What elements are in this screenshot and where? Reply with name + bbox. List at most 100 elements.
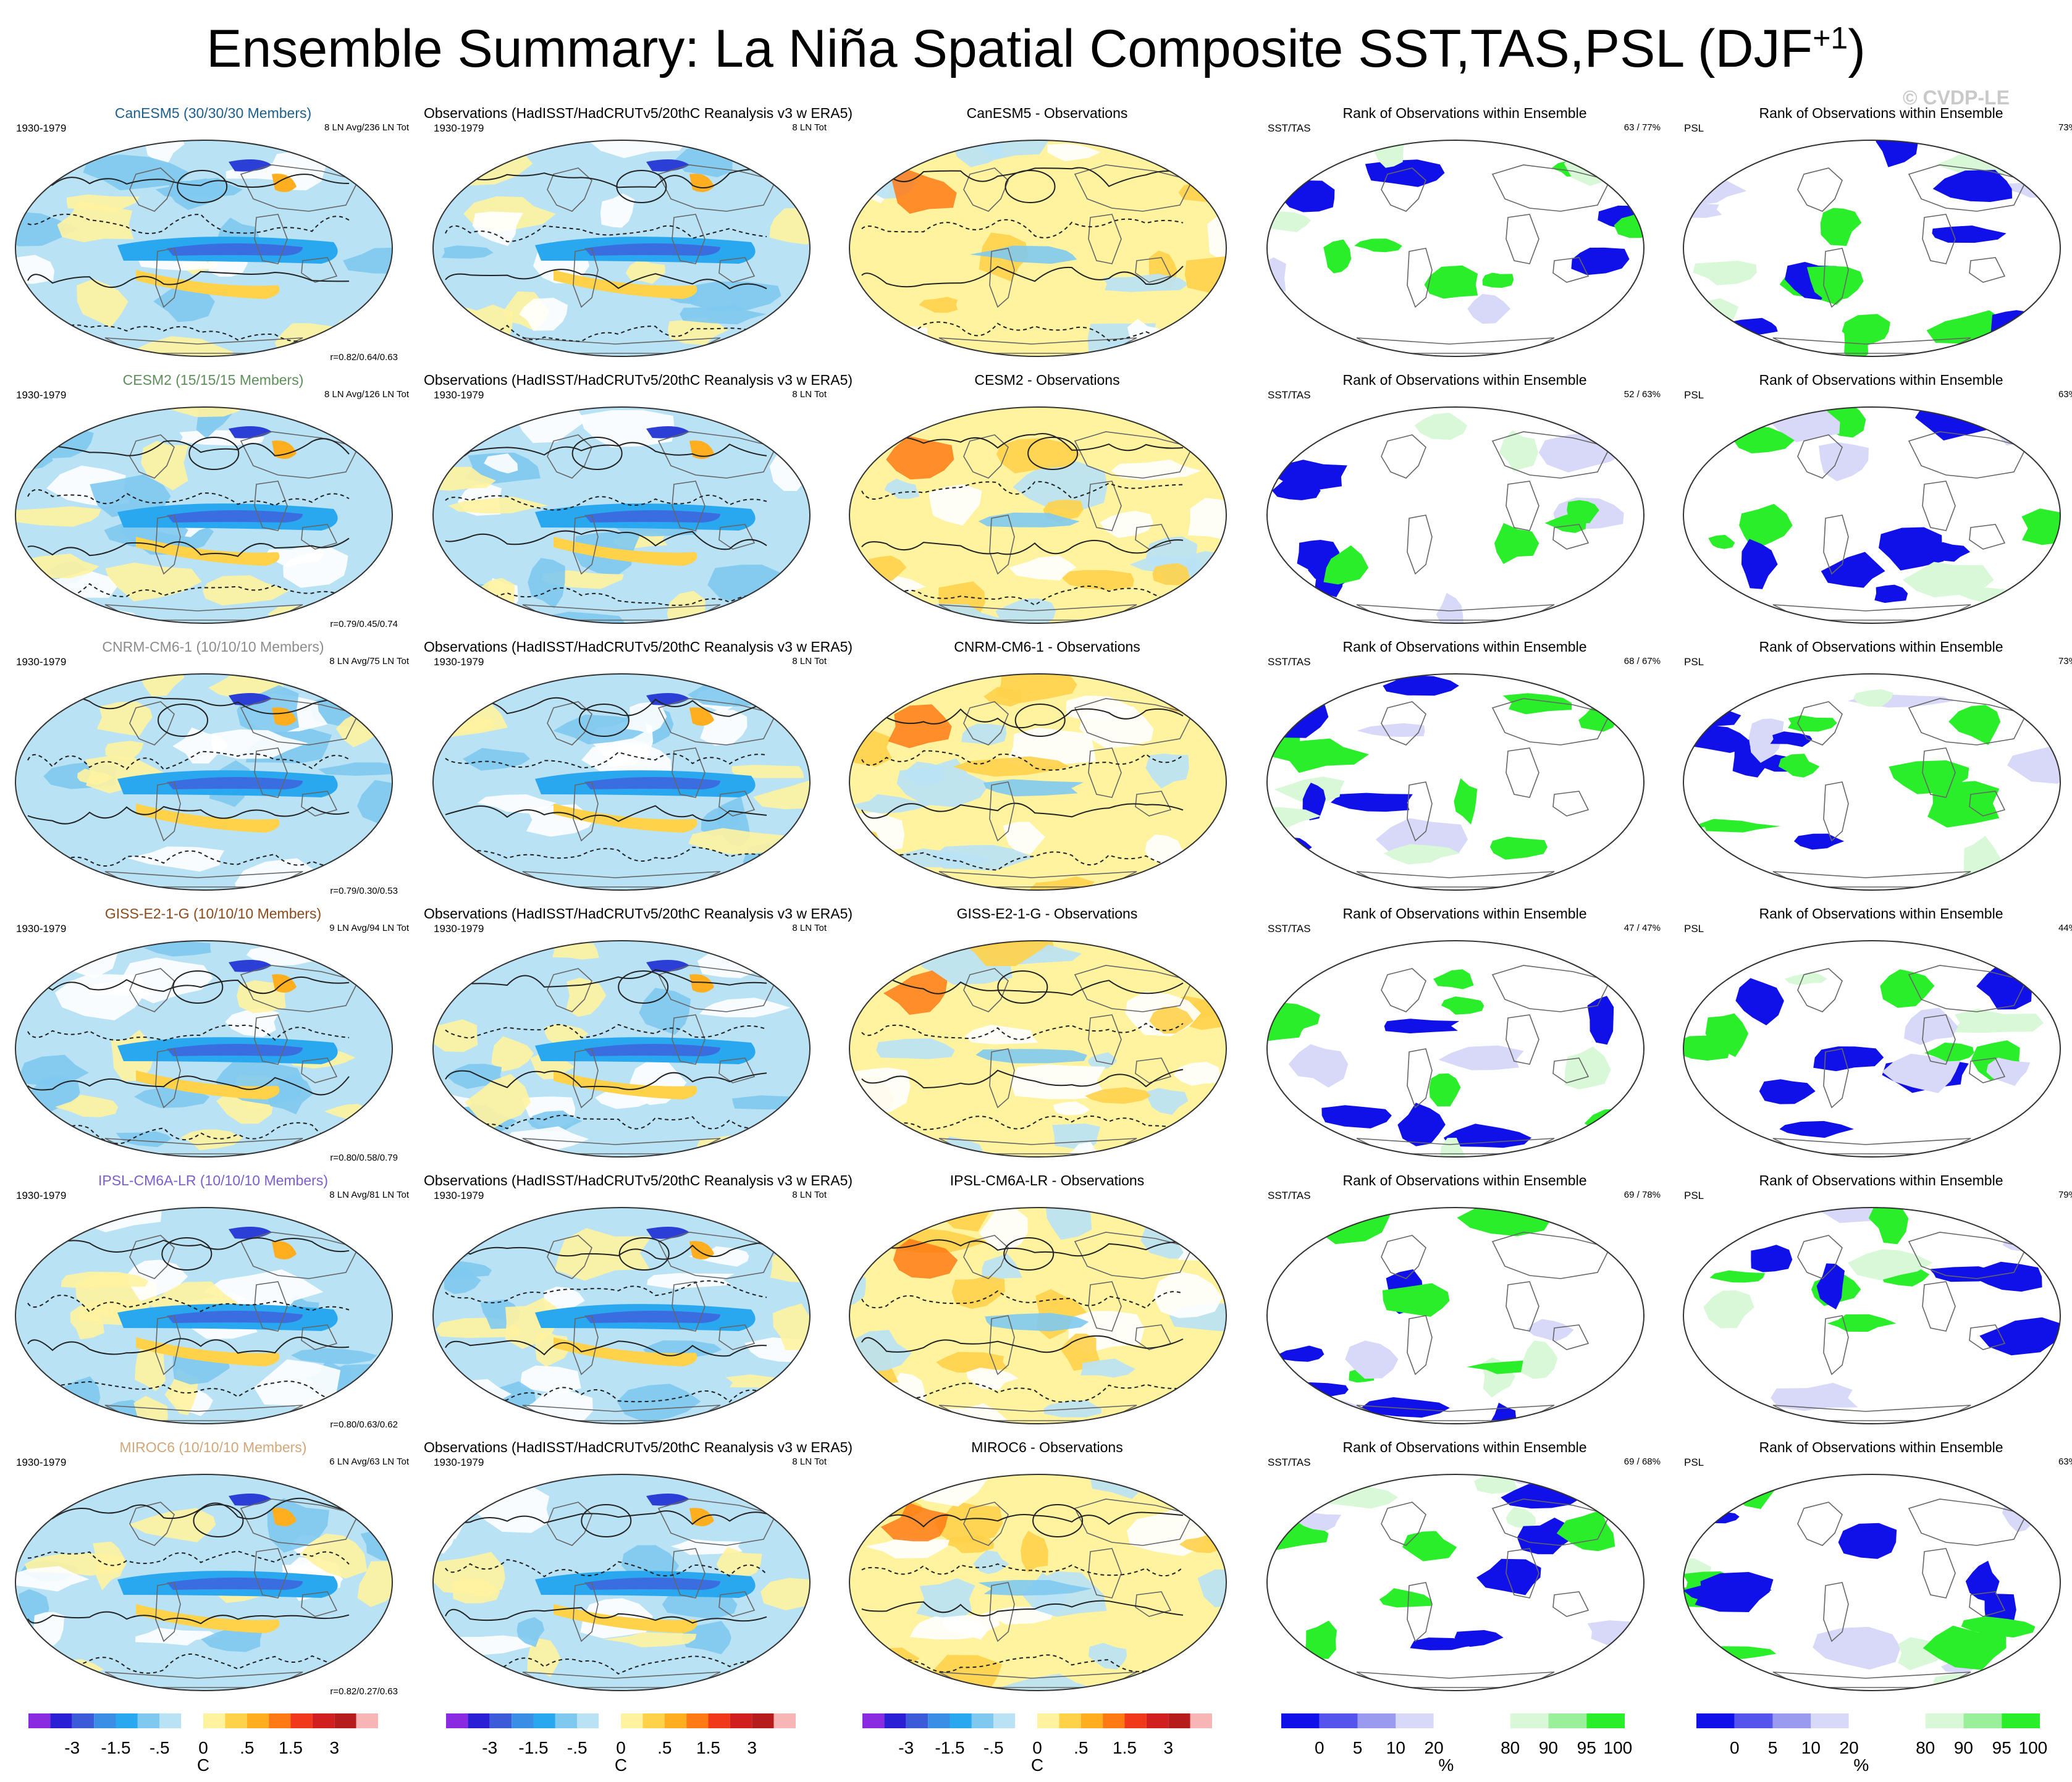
ln-info: 8 LN Tot (792, 656, 827, 666)
continent-outline (718, 1324, 756, 1350)
colorbar-tick-label: -.5 (149, 1738, 170, 1757)
continent-outline (129, 1502, 175, 1546)
anomaly-patch (966, 1368, 1019, 1390)
panel-title-difference: CanESM5 - Observations (966, 105, 1128, 121)
rank-patch (1594, 941, 1644, 966)
anomaly-patch (1047, 143, 1101, 161)
anomaly-patch (491, 1036, 534, 1072)
anomaly-patch (1111, 460, 1202, 481)
period-label: 1930-1979 (434, 1190, 484, 1201)
colorbar-box (1925, 1713, 1964, 1728)
anomaly-patch (951, 1276, 1005, 1309)
rank-patch (2021, 508, 2060, 545)
colorbar-box (1734, 1713, 1773, 1728)
rank-patch (1438, 1045, 1524, 1070)
rank-patch (1932, 170, 2013, 202)
continent-outline (963, 968, 1009, 1012)
rank-patch (1564, 1046, 1611, 1090)
colorbar-box (1811, 1713, 1850, 1728)
colorbar-box (1319, 1713, 1358, 1728)
anomaly-patch (1187, 497, 1226, 540)
rank-patch (1267, 309, 1300, 326)
continent-outline (1074, 164, 1194, 212)
continent-outline (1552, 257, 1590, 283)
rank-patch (1771, 1382, 1858, 1411)
warm-bias-patch (880, 1502, 949, 1542)
continent-outline (1922, 1281, 1956, 1332)
continent-outline (1908, 965, 2028, 1012)
colorbar-tick-label: 3 (329, 1738, 340, 1757)
rank-patch (1457, 1208, 1552, 1237)
colorbar-tick-label: 80 (1501, 1738, 1520, 1757)
continent-outline (1552, 1057, 1590, 1083)
rank-patch (1440, 1138, 1467, 1157)
colorbar-tick-label: -1.5 (518, 1738, 549, 1757)
colorbar-box (928, 1713, 950, 1728)
colorbar-box (752, 1713, 774, 1728)
anomaly-patch (1009, 555, 1077, 581)
period-label: 1930-1979 (434, 656, 484, 668)
anomaly-patch (773, 857, 810, 878)
world-map (15, 673, 393, 891)
continent-outline (1074, 1498, 1194, 1546)
colorbar-box (1037, 1713, 1059, 1728)
colorbar-tick-label: 100 (1603, 1738, 1633, 1757)
psl-contour (27, 1237, 350, 1253)
map-border (1266, 673, 1645, 891)
rank-patch (1751, 1245, 1793, 1272)
continent-outline (240, 1232, 360, 1279)
anomaly-patch (450, 151, 484, 182)
psl-contour (445, 751, 767, 768)
psl-contour (27, 271, 350, 288)
anomaly-patch (55, 1095, 119, 1117)
world-map (432, 406, 811, 624)
panel-title-rank: Rank of Observations within Ensemble (1342, 372, 1587, 388)
anomaly-patch (527, 1638, 561, 1677)
warm-band (554, 1604, 697, 1633)
rank-variable-label: SST/TAS (1268, 1456, 1311, 1468)
continent-outline (301, 1324, 338, 1350)
rank-patch (1467, 293, 1511, 324)
anomaly-patch (769, 208, 810, 245)
map-border (15, 673, 393, 891)
continent-outline (301, 524, 338, 550)
continent-outline (1908, 164, 2028, 212)
map-border (849, 1474, 1227, 1691)
colorbar-box (577, 1713, 599, 1728)
continent-outline (672, 1014, 705, 1065)
anomaly-patch (1190, 140, 1226, 156)
colorbar-box (1080, 1713, 1103, 1728)
continent-outline (1088, 214, 1122, 264)
continent-outline (1797, 1502, 1843, 1546)
warm-spot (689, 440, 714, 459)
anomaly-patch (936, 1351, 1008, 1373)
pattern-correlation: r=0.79/0.30/0.53 (330, 886, 398, 896)
colorbar-box (1103, 1713, 1125, 1728)
panel-title-difference: MIROC6 - Observations (971, 1439, 1123, 1455)
colorbar-box (489, 1713, 512, 1728)
warm-spot (689, 707, 714, 726)
continent-outline (1823, 248, 1849, 308)
continent-outline (1823, 1582, 1849, 1642)
rank-patch (1879, 527, 1944, 571)
anomaly-patch (77, 768, 114, 786)
anomaly-patch (1190, 1660, 1226, 1675)
map-panel: IPSL-CM6A-LR (10/10/10 Members) 1930-1979… (6, 1172, 420, 1438)
psl-contour (861, 1335, 1184, 1353)
panel-title-difference: IPSL-CM6A-LR - Observations (950, 1172, 1145, 1188)
colorbar-tick-label: 1.5 (1113, 1738, 1137, 1757)
rank-patch (1821, 552, 1885, 588)
continent-outline (240, 1498, 360, 1546)
anomaly-patch (318, 762, 392, 776)
anomaly-patch (1045, 1208, 1092, 1240)
anomaly-patch (335, 674, 392, 702)
anomaly-patch (15, 211, 79, 246)
colorbar-box (94, 1713, 116, 1728)
anomaly-patch (477, 794, 557, 813)
anomaly-patch (1148, 407, 1203, 416)
continent-outline (1381, 1235, 1426, 1279)
colorbar-box (181, 1713, 204, 1729)
continent-outline (1135, 524, 1172, 550)
anomaly-patch (688, 281, 781, 311)
rank-patch (1838, 1523, 1897, 1559)
